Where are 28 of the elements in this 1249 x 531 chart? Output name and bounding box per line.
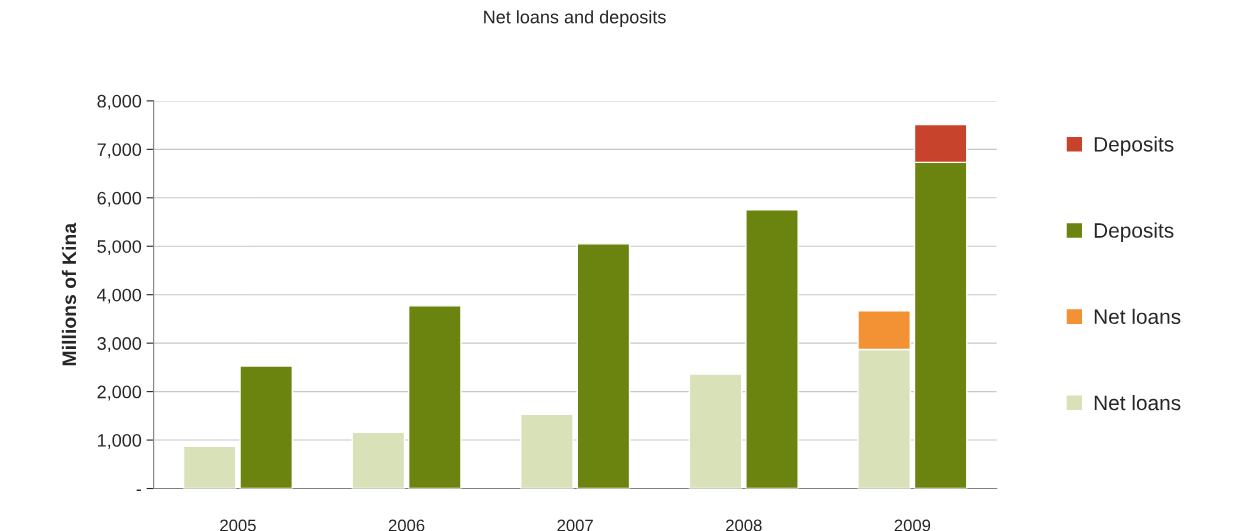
bar <box>688 373 743 489</box>
legend-label: Net loans <box>1094 308 1181 325</box>
y-tick-label: 4,000 <box>97 288 142 304</box>
y-tick-label: 7,000 <box>97 143 142 159</box>
x-tick-label: 2005 <box>220 519 256 531</box>
legend-label: Deposits <box>1094 136 1174 156</box>
bar <box>182 445 237 489</box>
bar <box>520 413 574 489</box>
y-tick-label: - <box>136 489 142 491</box>
legend-label: Net loans <box>1094 394 1181 411</box>
y-tick-label: 3,000 <box>97 337 142 353</box>
bar <box>745 209 799 489</box>
x-tick-label: 2006 <box>388 519 425 531</box>
bar <box>576 243 631 489</box>
y-tick-label: 5,000 <box>97 240 142 256</box>
legend-label: Deposits <box>1094 222 1174 242</box>
chart-title: Net loans and deposits <box>484 10 666 27</box>
y-tick-label: 8,000 <box>97 94 142 110</box>
y-tick-label: 1,000 <box>98 434 142 449</box>
x-tick-label: 2008 <box>726 519 762 531</box>
y-axis-title: Millions of Kina <box>61 222 77 366</box>
x-tick-label: 2007 <box>557 519 593 531</box>
bar <box>239 365 294 489</box>
y-tick-label: 2,000 <box>97 385 142 401</box>
bar <box>407 305 462 489</box>
y-tick-label: 6,000 <box>97 191 142 207</box>
bar <box>351 431 406 489</box>
x-tick-label: 2009 <box>894 519 931 531</box>
